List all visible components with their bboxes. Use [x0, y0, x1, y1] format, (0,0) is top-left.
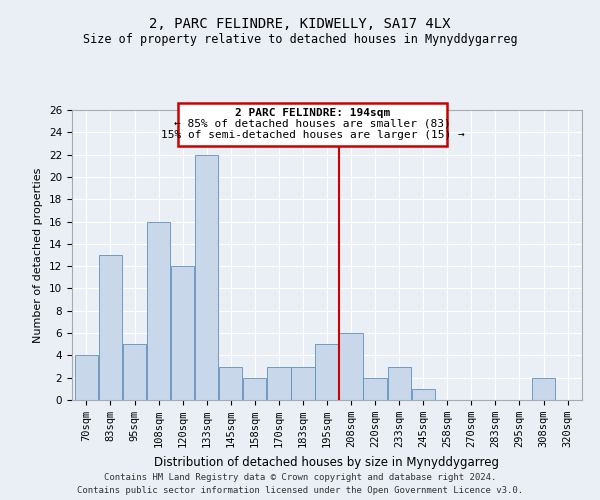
Bar: [340, 333, 363, 400]
Bar: [532, 378, 555, 400]
Text: 2, PARC FELINDRE, KIDWELLY, SA17 4LX: 2, PARC FELINDRE, KIDWELLY, SA17 4LX: [149, 18, 451, 32]
Bar: [412, 389, 435, 400]
Bar: [75, 356, 98, 400]
X-axis label: Distribution of detached houses by size in Mynyddygarreg: Distribution of detached houses by size …: [155, 456, 499, 468]
Text: Size of property relative to detached houses in Mynyddygarreg: Size of property relative to detached ho…: [83, 32, 517, 46]
Bar: [219, 366, 242, 400]
Bar: [243, 378, 266, 400]
Bar: [123, 344, 146, 400]
Bar: [171, 266, 194, 400]
Bar: [195, 154, 218, 400]
Text: 15% of semi-detached houses are larger (15) →: 15% of semi-detached houses are larger (…: [161, 130, 464, 140]
Bar: [99, 255, 122, 400]
Bar: [316, 344, 338, 400]
Bar: [364, 378, 387, 400]
Text: 2 PARC FELINDRE: 194sqm: 2 PARC FELINDRE: 194sqm: [235, 108, 390, 118]
Y-axis label: Number of detached properties: Number of detached properties: [34, 168, 43, 342]
Text: ← 85% of detached houses are smaller (83): ← 85% of detached houses are smaller (83…: [174, 119, 451, 129]
Text: Contains public sector information licensed under the Open Government Licence v3: Contains public sector information licen…: [77, 486, 523, 495]
Text: Contains HM Land Registry data © Crown copyright and database right 2024.: Contains HM Land Registry data © Crown c…: [104, 474, 496, 482]
FancyBboxPatch shape: [178, 104, 447, 146]
Bar: [147, 222, 170, 400]
Bar: [267, 366, 290, 400]
Bar: [388, 366, 411, 400]
Bar: [291, 366, 314, 400]
